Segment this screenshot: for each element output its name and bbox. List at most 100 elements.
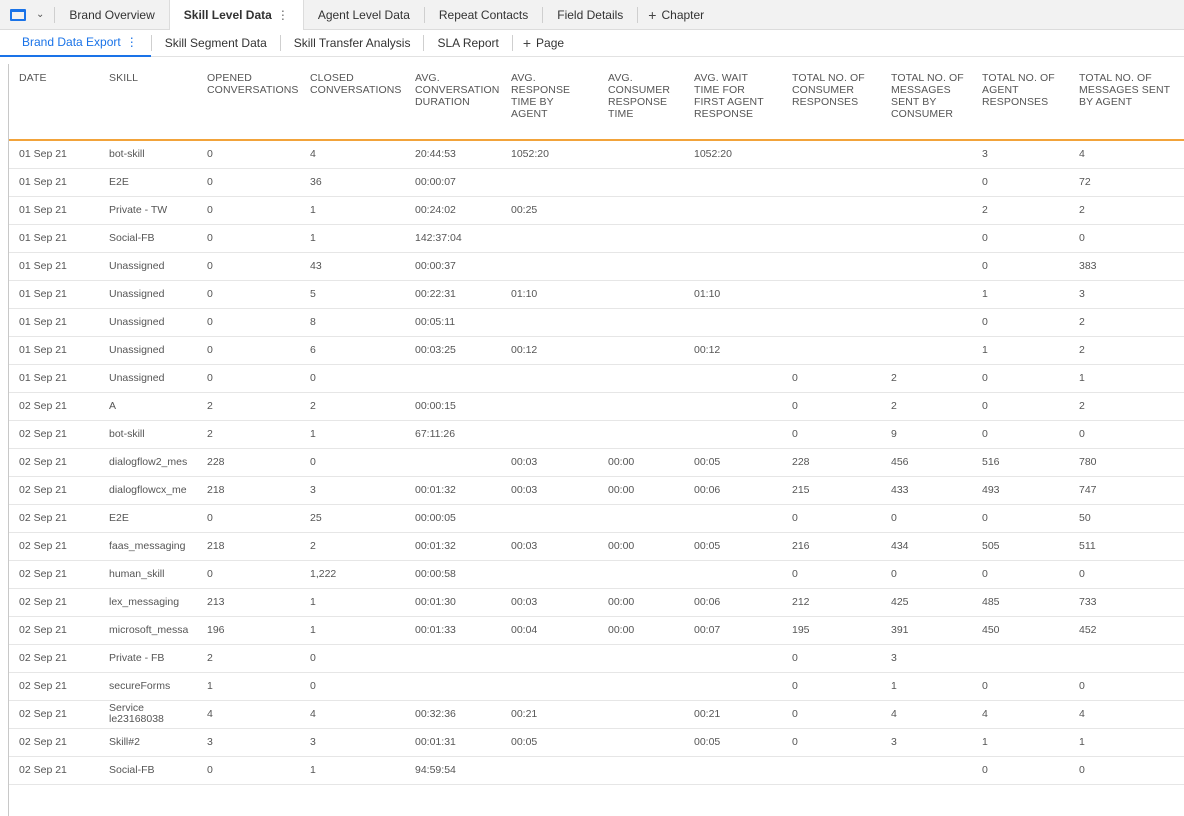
column-header[interactable]: TOTAL NO. OF MESSAGES SENT BY CONSUMER (881, 64, 972, 141)
table-cell: 516 (972, 448, 1069, 477)
table-row: 01 Sep 21 Social-FB 0 1 142:37:04 0 0 (9, 224, 1184, 253)
table-cell: dialogflow2_mes (99, 448, 197, 477)
table-cell (405, 672, 501, 701)
table-cell: 0 (972, 420, 1069, 449)
table-cell: 0 (1069, 420, 1184, 449)
table-cell: 1 (300, 224, 405, 253)
table-cell: Private - FB (99, 644, 197, 673)
table-row: 02 Sep 21 dialogflow2_mes 228 0 00:03 00:00 00… (9, 448, 1184, 477)
table-cell: 9 (881, 420, 972, 449)
add-chapter-button[interactable]: + Chapter (638, 0, 714, 30)
page-tab[interactable]: Brand Data Export ⋮ (0, 30, 151, 57)
table-cell: 01 Sep 21 (9, 364, 99, 393)
table-cell: 1 (1069, 364, 1184, 393)
column-header[interactable]: DATE (9, 64, 99, 141)
chapter-tab-label: Skill Level Data (183, 8, 272, 22)
table-cell (501, 560, 598, 589)
kebab-menu-icon[interactable]: ⋮ (125, 35, 138, 49)
table-cell: 00:01:32 (405, 532, 501, 561)
column-header[interactable]: OPENED CONVERSATIONS (197, 64, 300, 141)
table-cell: 00:05 (684, 448, 782, 477)
column-header[interactable]: SKILL (99, 64, 197, 141)
page-tab[interactable]: Skill Transfer Analysis (281, 30, 424, 57)
table-cell (501, 168, 598, 197)
table-cell (598, 224, 684, 253)
chapter-tab-label: Field Details (557, 7, 624, 22)
table-cell: 0 (1069, 560, 1184, 589)
page-tab[interactable]: SLA Report (424, 30, 511, 57)
table-cell: 00:05 (684, 532, 782, 561)
table-cell (684, 196, 782, 225)
table-cell: 142:37:04 (405, 224, 501, 253)
table-cell: 212 (782, 588, 881, 617)
table-cell: 0 (1069, 672, 1184, 701)
table-cell: 00:06 (684, 476, 782, 505)
table-cell (598, 364, 684, 393)
divider (637, 6, 639, 23)
table-cell: human_skill (99, 560, 197, 589)
table-cell: 00:00:07 (405, 168, 501, 197)
column-header[interactable]: AVG. WAIT TIME FOR FIRST AGENT RESPONSE (684, 64, 782, 141)
table-cell: 00:21 (684, 700, 782, 729)
table-row: 01 Sep 21 Private - TW 0 1 00:24:02 00:25 2 2 (9, 196, 1184, 225)
column-header[interactable]: AVG. RESPONSE TIME BY AGENT (501, 64, 598, 141)
column-header[interactable]: AVG. CONSUMER RESPONSE TIME (598, 64, 684, 141)
chapter-tab[interactable]: Field Details (543, 0, 637, 30)
table-cell: 02 Sep 21 (9, 588, 99, 617)
column-header[interactable]: TOTAL NO. OF CONSUMER RESPONSES (782, 64, 881, 141)
page-tab[interactable]: Skill Segment Data (152, 30, 280, 57)
table-cell (501, 364, 598, 393)
table-cell: 2 (1069, 196, 1184, 225)
table-cell: 00:00 (598, 532, 684, 561)
column-header[interactable]: TOTAL NO. OF MESSAGES SENT BY AGENT (1069, 64, 1184, 141)
table-cell: lex_messaging (99, 588, 197, 617)
table-cell (405, 364, 501, 393)
add-page-button[interactable]: + Page (513, 30, 574, 57)
table-cell: 02 Sep 21 (9, 532, 99, 561)
chapter-tab[interactable]: Skill Level Data ⋮ (168, 0, 304, 31)
kebab-menu-icon[interactable]: ⋮ (276, 8, 289, 22)
column-header[interactable]: TOTAL NO. OF AGENT RESPONSES (972, 64, 1069, 141)
table-row: 02 Sep 21 secureForms 1 0 0 1 0 0 (9, 672, 1184, 701)
table-cell: 3 (300, 728, 405, 757)
table-cell: 5 (300, 280, 405, 309)
table-cell: 0 (197, 504, 300, 533)
divider (423, 35, 425, 51)
table-cell (598, 420, 684, 449)
divider (542, 6, 544, 23)
table-cell: 02 Sep 21 (9, 420, 99, 449)
table-cell: 3 (972, 140, 1069, 169)
table-cell: 0 (972, 308, 1069, 337)
table-cell: 00:25 (501, 196, 598, 225)
table-cell: 01 Sep 21 (9, 168, 99, 197)
chapter-tab[interactable]: Repeat Contacts (425, 0, 542, 30)
table-cell: 00:05 (501, 728, 598, 757)
table-cell: 433 (881, 476, 972, 505)
view-switcher[interactable]: ⌄ (0, 0, 54, 30)
table-cell: 00:03 (501, 476, 598, 505)
table-cell: 0 (972, 252, 1069, 281)
chapter-tab[interactable]: Brand Overview (55, 0, 168, 30)
chapter-tab[interactable]: Agent Level Data (304, 0, 424, 30)
table-cell (501, 672, 598, 701)
column-header[interactable]: CLOSED CONVERSATIONS (300, 64, 405, 141)
column-header[interactable]: AVG. CONVERSATION DURATION (405, 64, 501, 141)
table-cell: 0 (300, 672, 405, 701)
table-row: 02 Sep 21 A 2 2 00:00:15 0 2 0 2 (9, 392, 1184, 421)
table-cell (598, 280, 684, 309)
table-cell: 196 (197, 616, 300, 645)
table-cell (405, 644, 501, 673)
table-row: 02 Sep 21 human_skill 0 1,222 00:00:58 0 0 0 0 (9, 560, 1184, 589)
table-cell: 2 (881, 392, 972, 421)
table-cell: 218 (197, 532, 300, 561)
table-cell: 4 (1069, 140, 1184, 169)
table-cell: 02 Sep 21 (9, 448, 99, 477)
table-cell: 25 (300, 504, 405, 533)
table-cell: 01 Sep 21 (9, 196, 99, 225)
table-cell: 0 (972, 504, 1069, 533)
table-cell: 0 (197, 364, 300, 393)
table-cell (684, 560, 782, 589)
table-cell: 0 (782, 504, 881, 533)
table-cell: 4 (197, 700, 300, 729)
table-cell: bot-skill (99, 140, 197, 169)
